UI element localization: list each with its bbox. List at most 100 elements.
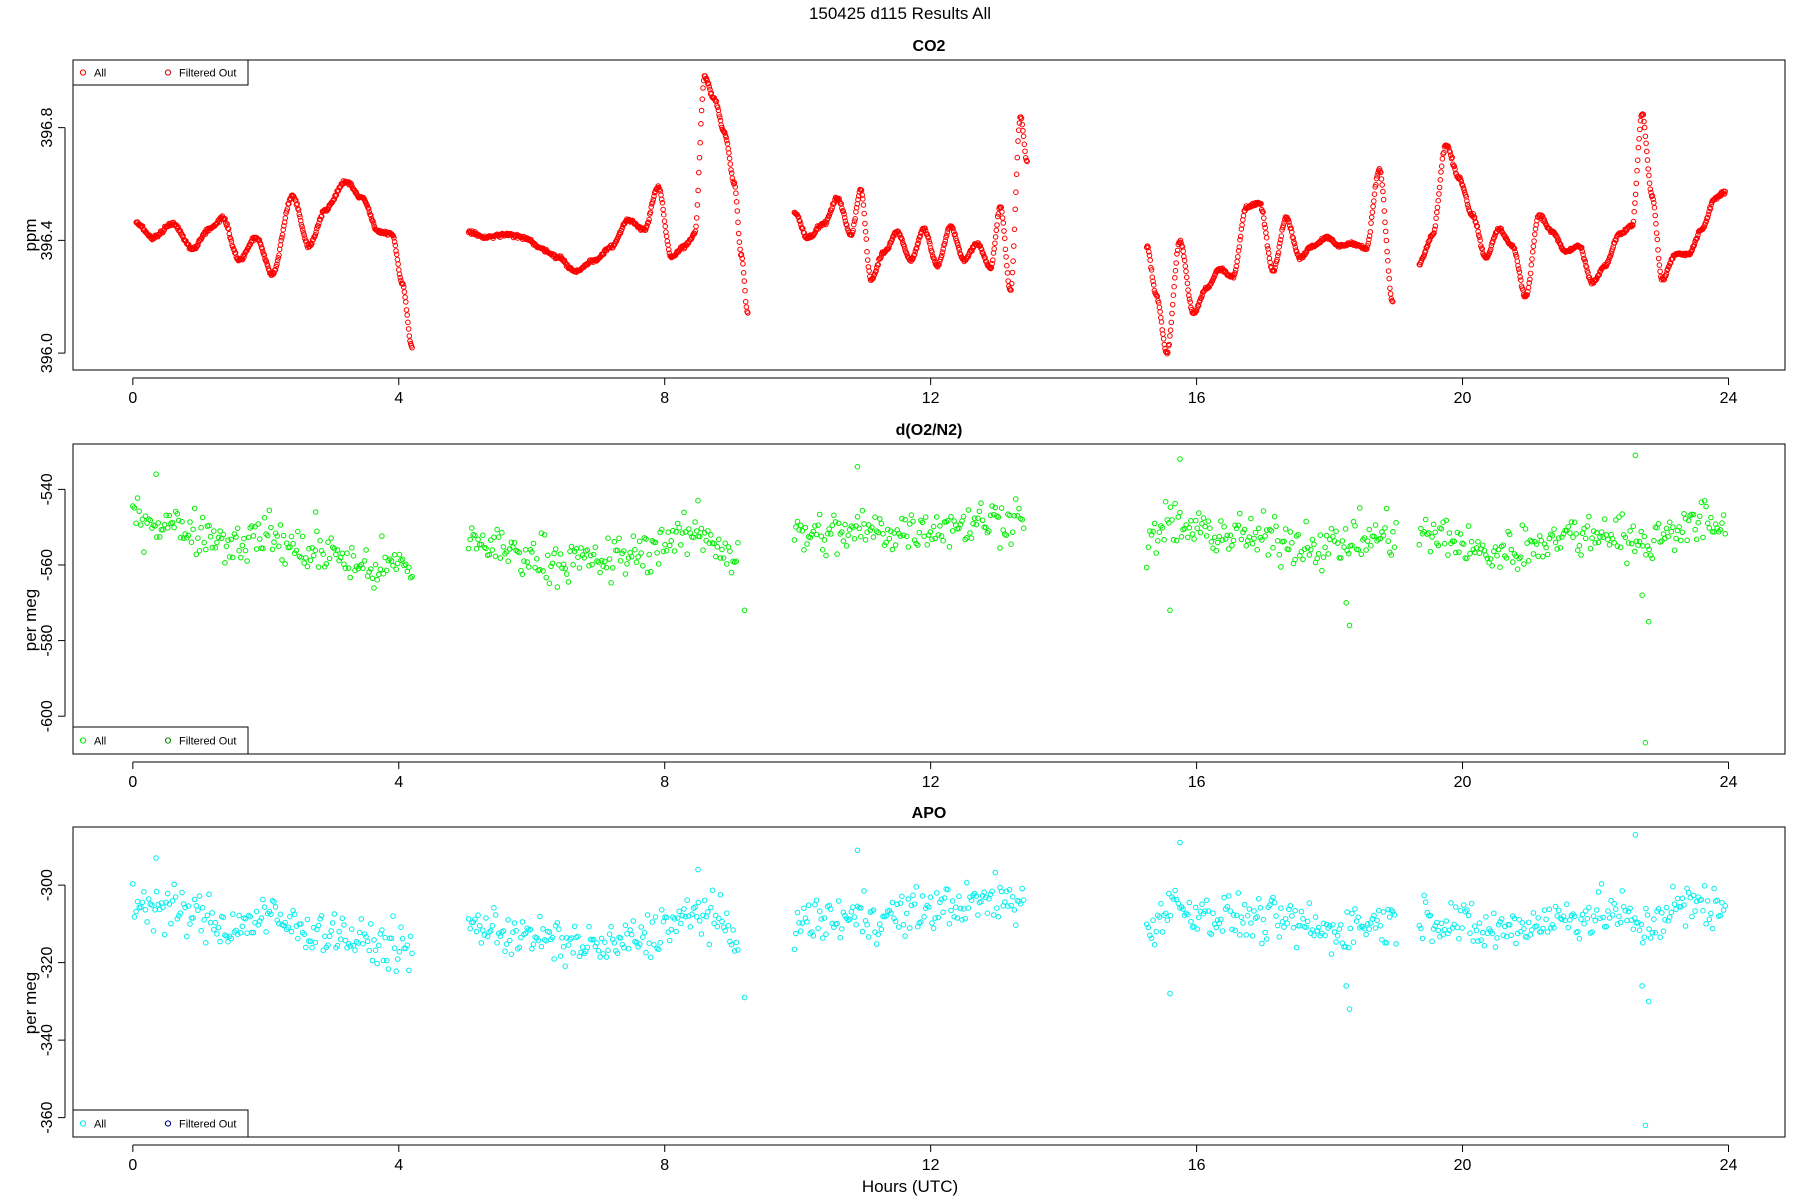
apo-point — [673, 928, 679, 935]
co2-point — [1156, 304, 1163, 311]
apo-point — [230, 911, 236, 917]
o2n2-point — [1614, 543, 1621, 549]
o2n2-point — [1014, 512, 1021, 519]
o2n2-point — [606, 556, 613, 562]
apo-point — [1517, 928, 1524, 935]
o2n2-point — [1595, 539, 1602, 546]
co2-point — [397, 274, 404, 281]
o2n2-point — [1166, 520, 1172, 526]
apo-point — [220, 914, 227, 921]
apo-point — [945, 886, 951, 893]
apo-point — [204, 912, 211, 919]
co2-point — [1266, 255, 1273, 262]
co2-point — [1165, 349, 1171, 356]
apo-point — [1382, 940, 1388, 946]
o2n2-outlier-point — [1632, 452, 1639, 459]
apo-point — [398, 924, 404, 931]
apo-panel: APO per meg 0 4 8 12 16 20 24 -300-320-340-360… — [21, 805, 1786, 1174]
co2-point — [301, 232, 308, 238]
apo-point — [1290, 924, 1297, 931]
apo-point — [911, 901, 918, 907]
o2n2-point — [488, 537, 494, 543]
apo-point — [1703, 921, 1709, 927]
co2-point — [297, 214, 303, 220]
apo-point — [846, 916, 853, 923]
o2n2-point — [1516, 555, 1522, 562]
apo-point — [1513, 940, 1519, 947]
o2n2-outlier-point — [1346, 622, 1353, 629]
o2n2-point — [344, 550, 350, 557]
apo-point — [409, 950, 415, 957]
o2n2-point — [399, 556, 406, 563]
o2n2-point — [177, 534, 184, 541]
o2n2-point — [1443, 517, 1450, 524]
apo-point — [396, 949, 403, 955]
apo-point — [352, 947, 358, 954]
co2-point — [1001, 235, 1008, 242]
co2-point — [734, 208, 741, 214]
co2-point — [1436, 191, 1442, 197]
o2n2-point — [1357, 505, 1363, 511]
o2n2-point — [1495, 546, 1502, 553]
apo-point — [646, 940, 653, 947]
apo-point — [1454, 924, 1461, 931]
o2n2-point — [478, 541, 485, 548]
co2-point — [797, 218, 803, 224]
o2n2-point — [850, 524, 856, 531]
apo-point — [1385, 906, 1391, 913]
o2n2-point — [1519, 522, 1526, 529]
o2n2-point — [823, 552, 829, 559]
o2n2-point — [962, 536, 969, 543]
apo-point — [215, 924, 222, 931]
co2-point — [735, 230, 742, 237]
co2-point — [1434, 209, 1440, 216]
o2n2-point — [253, 546, 260, 552]
apo-point — [965, 905, 972, 911]
o2n2-point — [1647, 552, 1654, 559]
o2n2-point — [223, 543, 230, 550]
apo-point — [1579, 911, 1586, 918]
apo-point — [334, 942, 341, 949]
o2n2-point — [1692, 526, 1698, 533]
apo-point — [1652, 930, 1659, 936]
apo-point — [907, 925, 913, 931]
apo-point — [1143, 921, 1150, 928]
o2n2-point — [290, 540, 296, 547]
apo-point — [404, 942, 411, 949]
co2-point — [315, 223, 322, 229]
co2-point — [279, 232, 286, 238]
o2n2-point — [1575, 547, 1581, 554]
apo-point — [374, 960, 381, 967]
apo-point — [1605, 908, 1611, 914]
o2n2-point — [1282, 526, 1289, 532]
apo-point — [731, 948, 738, 954]
o2n2-point — [1352, 523, 1358, 529]
apo-point — [1240, 920, 1246, 926]
o2n2-point — [325, 539, 331, 546]
o2n2-point — [280, 532, 287, 539]
apo-point — [1644, 912, 1651, 918]
co2-point — [922, 228, 929, 234]
apo-point — [1147, 932, 1153, 939]
o2n2-point — [385, 557, 392, 564]
o2n2-outlier-point — [1645, 618, 1652, 625]
co2-point — [1174, 247, 1181, 254]
o2n2-point — [886, 535, 893, 542]
apo-point — [611, 940, 618, 946]
o2n2-point — [261, 514, 268, 521]
apo-point — [201, 917, 207, 923]
apo-point — [1535, 915, 1541, 921]
co2-point — [1002, 246, 1009, 253]
co2-point — [1608, 251, 1614, 257]
o2n2-point — [854, 514, 861, 520]
o2n2-point — [1172, 500, 1178, 507]
o2n2-point — [949, 528, 956, 534]
apo-point — [361, 931, 368, 937]
o2n2-point — [526, 564, 532, 570]
o2n2-point — [1265, 552, 1271, 558]
o2n2-point — [376, 571, 382, 578]
apo-point — [647, 954, 654, 961]
apo-point — [484, 933, 491, 940]
apo-point — [1230, 912, 1237, 918]
o2n2-point — [998, 505, 1005, 511]
